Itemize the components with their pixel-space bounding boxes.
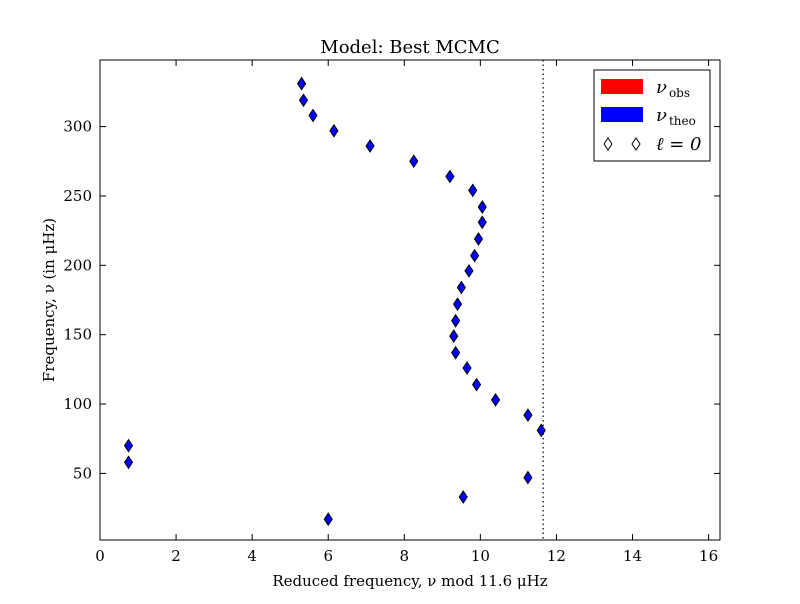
y-tick-label: 200	[63, 256, 92, 274]
data-point	[468, 183, 478, 198]
y-tick-label: 300	[63, 118, 92, 136]
legend-label: ℓ = 0	[656, 134, 701, 155]
x-tick-label: 12	[547, 547, 566, 565]
legend-swatch	[601, 79, 643, 94]
data-point	[473, 232, 484, 246]
x-tick-label: 14	[623, 547, 642, 565]
data-point	[329, 123, 339, 138]
x-tick-label: 4	[247, 547, 257, 565]
x-tick-label: 2	[171, 547, 181, 565]
data-point	[445, 169, 455, 184]
y-tick-label: 250	[63, 187, 92, 205]
legend-label-sub: obs	[669, 86, 690, 100]
y-axis-label: Frequency, ν (in μHz)	[40, 218, 58, 382]
x-tick-label: 16	[699, 547, 718, 565]
legend-marker-icon	[631, 137, 641, 151]
x-tick-label: 8	[400, 547, 410, 565]
data-point	[123, 455, 134, 470]
data-point	[470, 248, 480, 263]
legend-marker-icon	[603, 137, 613, 151]
data-point	[298, 93, 309, 108]
data-point	[464, 263, 474, 278]
data-point	[409, 154, 419, 169]
y-tick-label: 50	[73, 464, 92, 482]
data-point	[490, 392, 501, 407]
x-tick-label: 0	[95, 547, 105, 565]
y-tick-label: 100	[63, 395, 92, 413]
data-point	[452, 297, 463, 312]
data-point	[458, 490, 468, 504]
data-point	[296, 76, 307, 91]
data-point	[451, 313, 461, 328]
data-point	[477, 215, 487, 230]
data-point	[449, 329, 459, 343]
x-tick-label: 10	[471, 547, 490, 565]
data-point	[477, 200, 487, 214]
legend-swatch	[601, 107, 643, 122]
data-point	[123, 438, 134, 453]
data-point	[323, 512, 333, 527]
data-point	[456, 280, 466, 295]
plot-frame	[99, 59, 721, 541]
data-point	[365, 139, 375, 153]
data-point	[536, 423, 546, 438]
data-point	[462, 361, 472, 375]
x-axis-label: Reduced frequency, ν mod 11.6 μHz	[272, 572, 547, 590]
legend-label-sub: theo	[669, 114, 696, 128]
data-point	[471, 377, 482, 392]
data-point	[523, 470, 533, 485]
data-point	[308, 108, 318, 123]
data-point	[451, 345, 461, 360]
y-tick-label: 150	[63, 326, 92, 344]
chart-title: Model: Best MCMC	[320, 37, 499, 58]
x-tick-label: 6	[323, 547, 333, 565]
data-point	[523, 408, 533, 423]
